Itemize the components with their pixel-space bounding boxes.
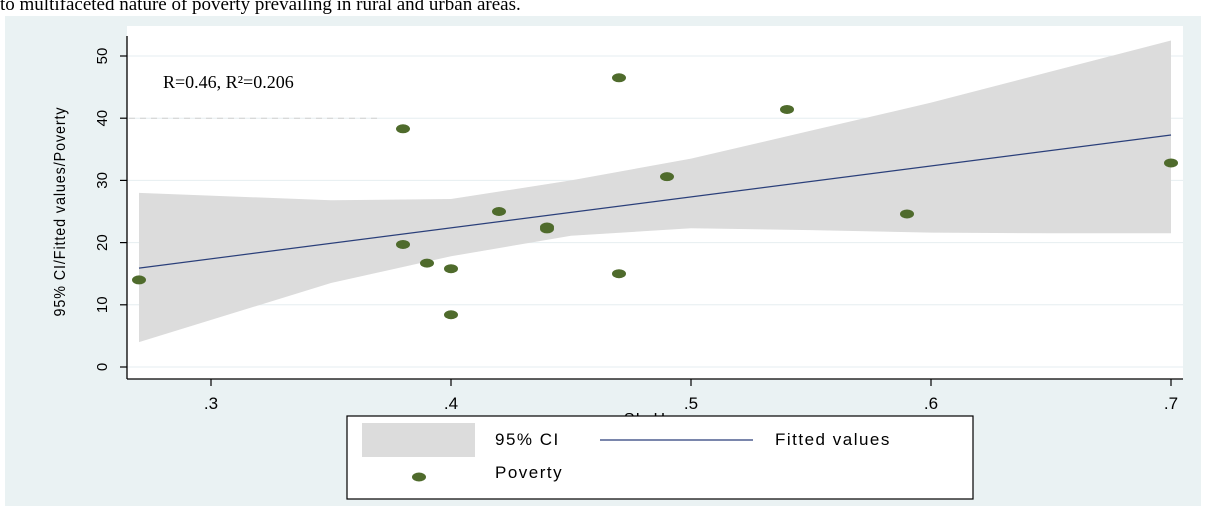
x-tick-label: .3	[204, 394, 218, 413]
poverty-point	[444, 264, 458, 274]
poverty-point	[780, 104, 794, 114]
poverty-point	[444, 310, 458, 320]
y-tick-label: 50	[94, 48, 111, 65]
legend-label-fitted: Fitted values	[775, 430, 891, 449]
legend-label-poverty: Poverty	[495, 463, 563, 482]
poverty-point	[492, 207, 506, 216]
fitted-values-line	[138, 134, 1172, 269]
confidence-band	[139, 40, 1171, 343]
poverty-point	[900, 209, 914, 219]
legend-label-ci: 95% CI	[495, 430, 560, 449]
legend-key-poverty	[412, 472, 426, 482]
poverty-point	[1164, 158, 1178, 168]
y-tick-label: 10	[94, 296, 111, 313]
poverty-point	[540, 222, 554, 232]
poverty-point	[420, 258, 434, 268]
correlation-annotation: R=0.46, R²=0.206	[163, 72, 294, 92]
poverty-point	[612, 73, 626, 83]
document-caption: to multifaceted nature of poverty prevai…	[0, 0, 521, 15]
x-tick-label: .5	[684, 394, 698, 413]
poverty-point	[660, 172, 674, 182]
y-tick-label: 40	[94, 110, 111, 127]
poverty-point	[132, 275, 146, 285]
legend-key-ci	[362, 423, 475, 457]
poverty-point	[396, 124, 410, 134]
x-tick-label: .6	[924, 394, 938, 413]
poverty-point	[612, 269, 626, 279]
y-tick-label: 0	[94, 363, 111, 371]
y-tick-label: 30	[94, 172, 111, 189]
poverty-point	[396, 239, 410, 249]
y-axis-title: 95% CI/Fitted values/Poverty	[52, 107, 69, 317]
y-tick-label: 20	[94, 234, 111, 251]
x-tick-label: .7	[1164, 394, 1178, 413]
x-tick-label: .4	[444, 394, 458, 413]
